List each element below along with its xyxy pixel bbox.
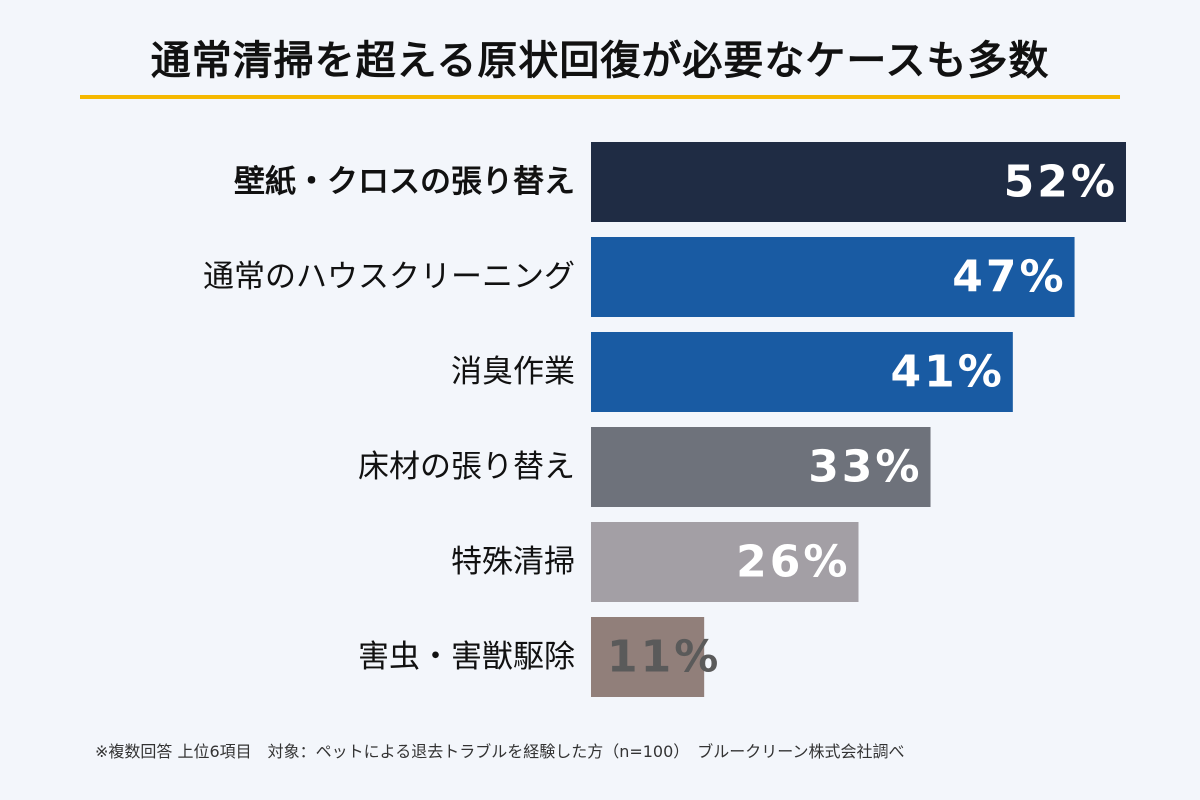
value-label: 52% xyxy=(1004,157,1118,208)
bar xyxy=(591,332,1013,412)
category-label: 害虫・害獣駆除 xyxy=(358,639,575,675)
category-label: 床材の張り替え xyxy=(358,449,575,485)
value-label: 33% xyxy=(808,442,922,493)
category-label: 特殊清掃 xyxy=(451,544,575,580)
bar xyxy=(591,522,859,602)
value-label: 47% xyxy=(952,252,1066,303)
category-label: 通常のハウスクリーニング xyxy=(203,259,575,295)
chart-title: 通常清掃を超える原状回復が必要なケースも多数 xyxy=(150,38,1050,84)
category-label: 壁紙・クロスの張り替え xyxy=(234,164,575,200)
footnote: ※複数回答 上位6項目 対象：ペットによる退去トラブルを経験した方（n=100）… xyxy=(95,742,905,761)
bar xyxy=(591,427,931,507)
bar xyxy=(591,142,1126,222)
bar-chart: 壁紙・クロスの張り替え 52% 通常のハウスクリーニング 47% 消臭作業 41% 床材の張… xyxy=(203,142,1126,697)
value-label: 41% xyxy=(890,347,1004,398)
bar xyxy=(591,617,705,697)
bar xyxy=(591,237,1075,317)
category-label: 消臭作業 xyxy=(451,354,575,390)
title-underline xyxy=(80,95,1120,99)
value-label: 26% xyxy=(736,537,850,588)
value-label: 11% xyxy=(607,632,721,683)
